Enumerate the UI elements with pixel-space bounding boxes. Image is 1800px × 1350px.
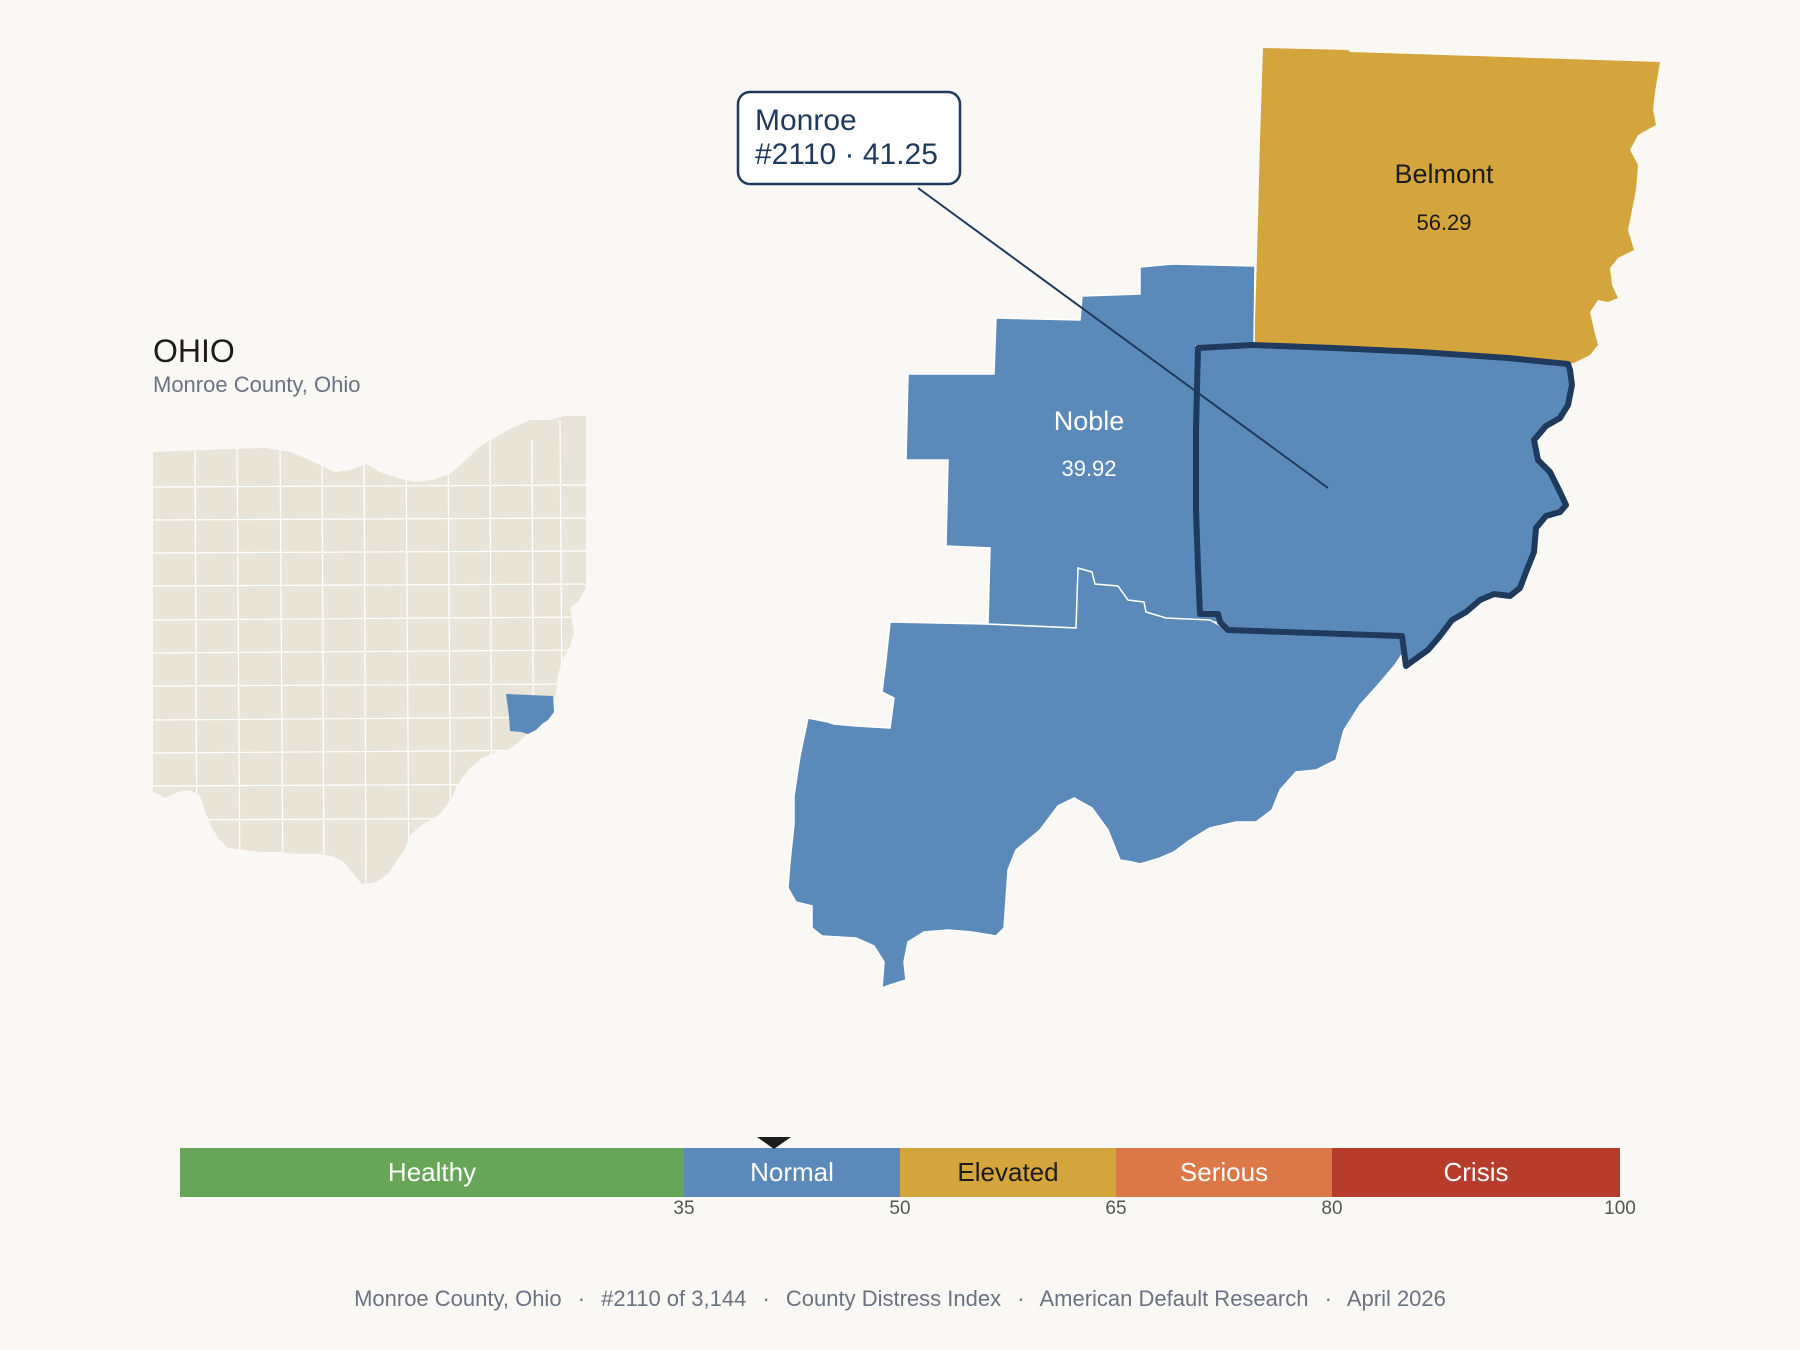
footer-sep-3: · <box>1017 1286 1024 1311</box>
scale-band-label-elevated: Elevated <box>957 1157 1058 1187</box>
scale-band-label-healthy: Healthy <box>388 1157 476 1187</box>
scale-band-healthy <box>180 1148 684 1197</box>
footer: Monroe County, Ohio · #2110 of 3,144 · C… <box>354 1286 1446 1311</box>
callout-county: Monroe <box>755 104 857 137</box>
scale-band-label-normal: Normal <box>750 1157 834 1187</box>
county-name-noble: Noble <box>1054 406 1125 436</box>
county-map: Belmont 56.29 Noble 39.92 <box>787 48 1660 990</box>
distress-scale: Healthy Normal Elevated Serious Crisis 35 50 65… <box>180 1137 1636 1219</box>
footer-date: April 2026 <box>1347 1286 1446 1311</box>
scale-band-label-crisis: Crisis <box>1444 1157 1509 1187</box>
scale-tick-35: 35 <box>673 1198 694 1219</box>
county-monroe[interactable] <box>1193 342 1575 669</box>
callout-leader-line <box>917 187 1329 489</box>
footer-rank: #2110 of 3,144 <box>601 1286 746 1311</box>
footer-sep-2: · <box>762 1286 769 1311</box>
scale-marker <box>757 1137 791 1149</box>
county-score-noble: 39.92 <box>1061 456 1116 481</box>
callout-box <box>736 90 962 186</box>
inset-monroe-highlight <box>506 694 554 734</box>
scale-tick-65: 65 <box>1105 1198 1126 1219</box>
callout-rank-score: #2110 · 41.25 <box>755 138 938 171</box>
scale-band-normal <box>684 1148 900 1197</box>
footer-source: American Default Research <box>1039 1286 1308 1311</box>
scale-band-label-serious: Serious <box>1180 1157 1268 1187</box>
county-score-belmont: 56.29 <box>1416 210 1471 235</box>
footer-text: Monroe County, Ohio · #2110 of 3,144 · C… <box>354 1286 1446 1311</box>
callout: Monroe #2110 · 41.25 <box>736 90 1329 489</box>
footer-sep-4: · <box>1325 1286 1332 1311</box>
scale-tick-100: 100 <box>1604 1198 1636 1219</box>
county-name-belmont: Belmont <box>1394 159 1494 189</box>
scale-band-elevated <box>900 1148 1116 1197</box>
scale-tick-50: 50 <box>889 1198 910 1219</box>
county-label-noble: Noble 39.92 <box>1054 406 1125 481</box>
inset-subtitle: Monroe County, Ohio <box>153 372 360 397</box>
inset-locator: OHIO Monroe County, Ohio <box>153 333 586 884</box>
inset-state-label: OHIO <box>153 333 235 369</box>
scale-tick-80: 80 <box>1321 1198 1342 1219</box>
inset-ohio-shape <box>153 416 586 884</box>
county-label-belmont: Belmont 56.29 <box>1394 159 1494 235</box>
scale-band-crisis <box>1332 1148 1620 1197</box>
footer-county: Monroe County, Ohio <box>354 1286 561 1311</box>
scale-band-serious <box>1116 1148 1332 1197</box>
footer-index: County Distress Index <box>786 1286 1001 1311</box>
footer-sep-1: · <box>578 1286 585 1311</box>
county-belmont[interactable] <box>1254 48 1660 365</box>
